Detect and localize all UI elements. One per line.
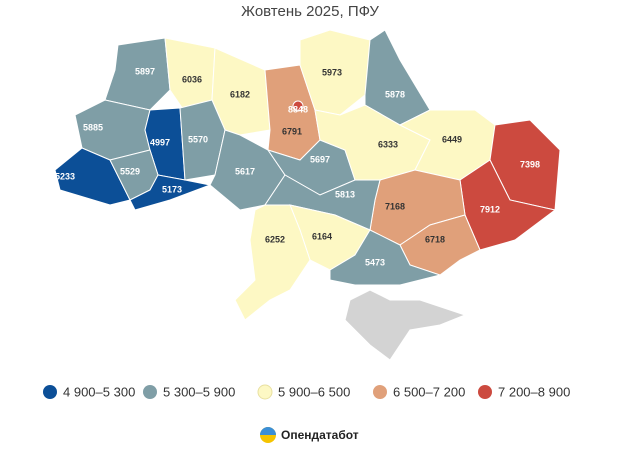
region-label: 6252 (265, 234, 285, 244)
region-label: 5878 (385, 89, 405, 99)
title: Жовтень 2025, ПФУ (241, 3, 379, 20)
source: Опендатабот (281, 428, 359, 442)
region (234, 204, 311, 321)
legend-swatch (373, 385, 387, 399)
region-label: 5570 (188, 134, 208, 144)
region-label: 7398 (520, 159, 540, 169)
legend-swatch (478, 385, 492, 399)
region (292, 100, 304, 112)
legend-label: 5 900–6 500 (278, 384, 350, 399)
region-label: 5173 (162, 184, 182, 194)
region-label: 6449 (442, 134, 462, 144)
legend-swatch (143, 385, 157, 399)
region (329, 229, 442, 286)
region (129, 174, 212, 211)
crimea (344, 289, 467, 361)
region-label: 5697 (310, 154, 330, 164)
region-label: 6182 (230, 89, 250, 99)
region-label: 5885 (83, 122, 103, 132)
region-label: 4997 (150, 137, 170, 147)
region-label: 5973 (322, 67, 342, 77)
region-label: 7168 (385, 201, 405, 211)
legend-label: 6 500–7 200 (393, 384, 465, 399)
logo: Опендатабот (260, 427, 359, 443)
region-label: 5529 (120, 166, 140, 176)
legend-label: 7 200–8 900 (498, 384, 570, 399)
region-label: 6036 (182, 74, 202, 84)
region-label: 5233 (55, 171, 75, 181)
region-label: 6164 (312, 231, 332, 241)
region-label: 5617 (235, 166, 255, 176)
region-label: 6718 (425, 234, 445, 244)
legend-label: 4 900–5 300 (63, 384, 135, 399)
region-label: 6791 (282, 126, 302, 136)
region-label: 7912 (480, 204, 500, 214)
region-label: 8848 (288, 104, 308, 114)
legend-swatch (43, 385, 57, 399)
region-label: 6333 (378, 139, 398, 149)
legend-swatch (257, 384, 273, 400)
legend-label: 5 300–5 900 (163, 384, 235, 399)
region-label: 5813 (335, 189, 355, 199)
region-label: 5473 (365, 257, 385, 267)
region-label: 5897 (135, 66, 155, 76)
